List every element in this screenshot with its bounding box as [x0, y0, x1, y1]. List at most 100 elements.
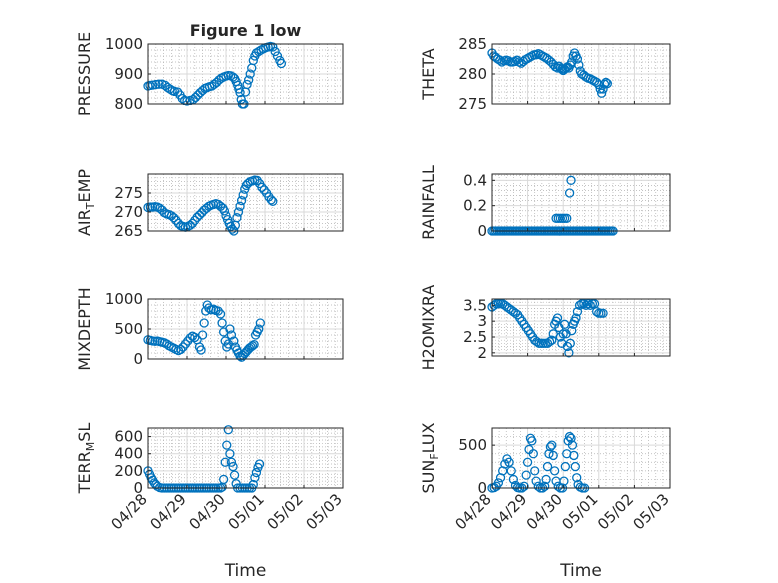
data-point — [255, 318, 265, 328]
data-point — [225, 324, 235, 334]
y-tick-label: 0 — [477, 479, 487, 497]
data-point — [250, 473, 260, 483]
data-point — [566, 433, 576, 443]
y-tick-label: 200 — [114, 462, 143, 480]
data-point — [190, 92, 201, 103]
data-point — [254, 459, 265, 469]
data-point — [602, 78, 612, 89]
data-point — [571, 313, 581, 323]
y-tick-label: 265 — [114, 222, 143, 240]
data-point — [564, 188, 575, 198]
y-tick-label: 275 — [458, 95, 487, 113]
data-point — [572, 54, 583, 64]
data-point — [544, 449, 554, 459]
data-point — [183, 336, 193, 346]
y-tick-label: 500 — [114, 320, 143, 338]
y-axis-label: H2OMIXRA — [419, 285, 438, 371]
data-point — [214, 75, 224, 85]
data-point — [567, 326, 577, 336]
subplot-1: 800 900 1000 PRESSURE Figure 1 low — [75, 21, 344, 116]
y-tick-label: 0 — [133, 350, 143, 368]
data-point — [219, 206, 230, 216]
data-point — [226, 330, 237, 340]
data-point — [151, 79, 161, 90]
y-tick-label: 0 — [477, 222, 487, 240]
data-point — [567, 440, 578, 450]
data-point — [598, 308, 608, 318]
data-point — [506, 466, 516, 476]
data-point — [220, 457, 230, 467]
data-point — [268, 42, 278, 52]
data-point — [248, 479, 258, 490]
data-point — [489, 300, 499, 310]
data-point — [232, 213, 242, 223]
data-point — [199, 318, 209, 328]
data-point — [527, 436, 537, 446]
y-tick-label: 285 — [458, 35, 487, 53]
y-tick-label: 1000 — [105, 35, 143, 53]
axes-box — [491, 427, 671, 489]
y-tick-label: 400 — [114, 445, 143, 463]
data-point — [530, 466, 540, 476]
data-points — [487, 299, 608, 358]
y-tick-label: 600 — [114, 428, 143, 446]
data-point — [514, 57, 524, 67]
data-point — [215, 309, 226, 319]
y-axis-label: AIRTEMP — [75, 169, 97, 236]
data-point — [564, 348, 574, 358]
subplot-4: 0 0.2 0.4 RAINFALL — [419, 165, 671, 240]
data-point — [266, 195, 276, 205]
data-point — [201, 203, 212, 213]
data-point — [527, 51, 537, 61]
data-point — [572, 473, 582, 483]
data-point — [251, 48, 262, 58]
data-point — [553, 481, 563, 491]
data-point — [493, 478, 504, 488]
data-points — [487, 48, 612, 98]
y-tick-label: 3 — [477, 312, 487, 330]
data-point — [545, 337, 555, 347]
data-point — [233, 207, 244, 217]
label-part: SUN — [419, 460, 438, 494]
data-point — [173, 218, 184, 229]
data-point — [565, 338, 575, 348]
data-point — [522, 457, 533, 467]
data-point — [190, 215, 200, 226]
data-point — [165, 84, 175, 94]
y-tick-label: 0 — [133, 479, 143, 497]
data-point — [560, 461, 570, 472]
data-point — [572, 307, 583, 317]
data-point — [176, 344, 186, 355]
y-tick-label: 0.2 — [463, 197, 487, 215]
data-point — [249, 339, 259, 350]
data-point — [169, 213, 179, 223]
label-subscript: T — [84, 202, 97, 210]
data-points — [143, 175, 278, 236]
data-point — [222, 440, 232, 450]
data-point — [187, 218, 198, 229]
data-point — [552, 313, 563, 323]
y-tick-label: 275 — [114, 184, 143, 202]
data-point — [276, 58, 287, 69]
data-point — [236, 195, 247, 206]
data-point — [270, 46, 280, 57]
y-axis-label: MIXDEPTH — [75, 287, 94, 370]
data-point — [248, 55, 258, 66]
data-point — [259, 185, 269, 195]
data-point — [574, 60, 584, 70]
data-point — [180, 339, 191, 349]
data-point — [504, 457, 514, 467]
data-point — [592, 307, 602, 317]
data-point — [225, 449, 235, 459]
y-tick-label: 900 — [114, 65, 143, 83]
y-tick-label: 2 — [477, 344, 487, 362]
chart-title: Figure 1 low — [190, 21, 302, 40]
data-point — [558, 329, 568, 339]
data-point — [531, 50, 541, 60]
data-point — [228, 461, 238, 472]
data-point — [566, 175, 576, 185]
data-point — [235, 201, 245, 211]
data-point — [243, 75, 254, 85]
data-point — [548, 450, 558, 461]
